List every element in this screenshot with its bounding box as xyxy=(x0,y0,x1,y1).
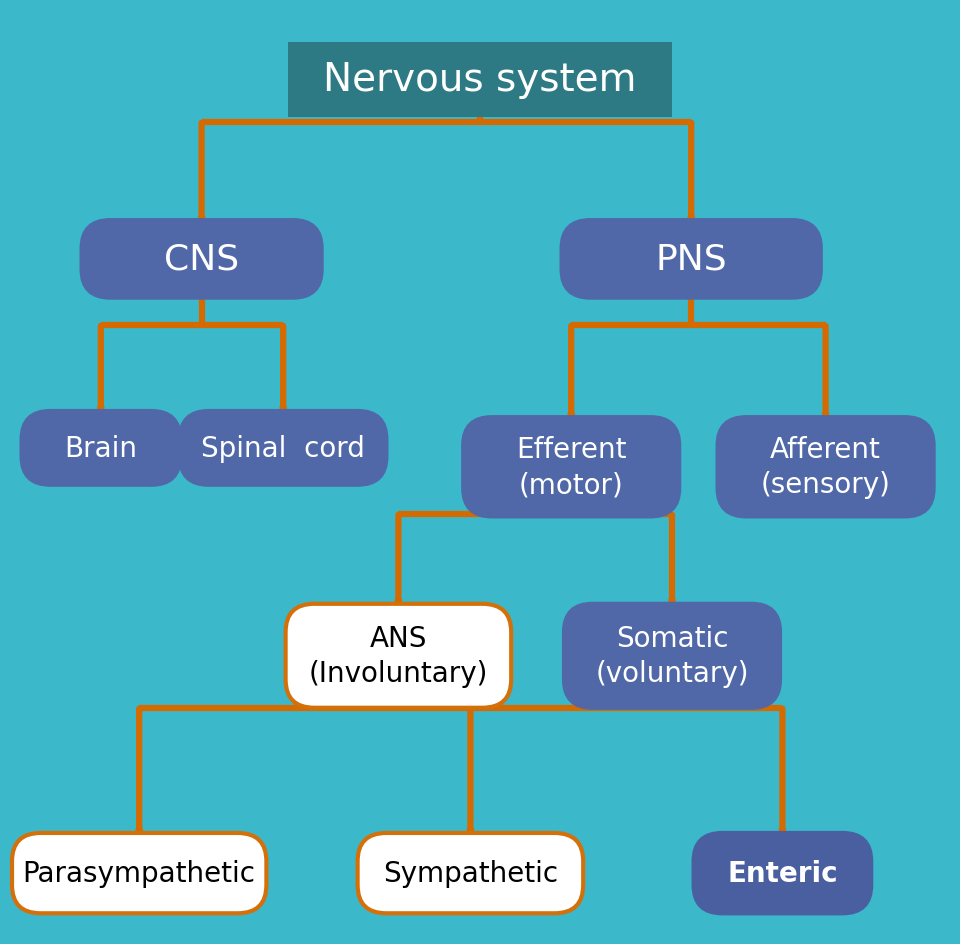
Text: Brain: Brain xyxy=(64,434,137,463)
Text: Nervous system: Nervous system xyxy=(324,61,636,99)
FancyBboxPatch shape xyxy=(288,42,672,118)
FancyBboxPatch shape xyxy=(693,834,871,914)
FancyBboxPatch shape xyxy=(286,604,511,708)
FancyBboxPatch shape xyxy=(180,412,386,485)
Text: Spinal  cord: Spinal cord xyxy=(202,434,365,463)
FancyBboxPatch shape xyxy=(717,417,933,517)
Text: CNS: CNS xyxy=(164,243,239,277)
FancyBboxPatch shape xyxy=(12,834,267,914)
FancyBboxPatch shape xyxy=(562,221,821,298)
Text: Efferent
(motor): Efferent (motor) xyxy=(516,436,627,498)
Text: Parasympathetic: Parasympathetic xyxy=(23,859,255,887)
FancyBboxPatch shape xyxy=(21,412,180,485)
Text: Afferent
(sensory): Afferent (sensory) xyxy=(760,436,891,498)
FancyBboxPatch shape xyxy=(82,221,322,298)
FancyBboxPatch shape xyxy=(463,417,680,517)
FancyBboxPatch shape xyxy=(564,604,780,708)
Text: ANS
(Involuntary): ANS (Involuntary) xyxy=(309,625,488,687)
Text: Enteric: Enteric xyxy=(727,859,838,887)
Text: PNS: PNS xyxy=(656,243,727,277)
Text: Somatic
(voluntary): Somatic (voluntary) xyxy=(595,625,749,687)
FancyBboxPatch shape xyxy=(357,834,584,914)
Text: Sympathetic: Sympathetic xyxy=(383,859,558,887)
